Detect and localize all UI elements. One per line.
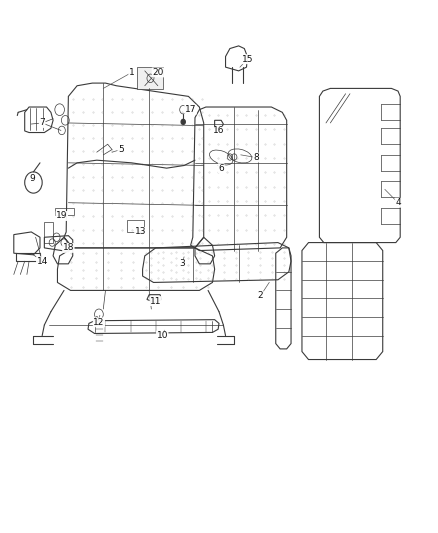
Text: 3: 3 [179, 260, 185, 268]
Bar [44, 222, 53, 243]
Text: 7: 7 [39, 118, 45, 127]
Text: 11: 11 [150, 296, 162, 305]
Text: 9: 9 [29, 174, 35, 183]
Text: 5: 5 [118, 145, 124, 154]
Text: 6: 6 [218, 164, 224, 173]
Text: 20: 20 [152, 68, 163, 77]
Text: 12: 12 [93, 318, 105, 327]
Text: 18: 18 [63, 244, 74, 253]
Text: 13: 13 [134, 228, 146, 237]
Text: 14: 14 [36, 257, 48, 265]
Circle shape [181, 119, 185, 125]
Text: 2: 2 [258, 291, 263, 300]
Text: 17: 17 [185, 105, 196, 114]
Bar [127, 220, 144, 232]
Bar [55, 208, 74, 215]
Text: 15: 15 [242, 55, 253, 63]
Text: 19: 19 [56, 212, 67, 221]
Text: 1: 1 [129, 68, 134, 77]
Text: 16: 16 [213, 126, 225, 135]
FancyBboxPatch shape [138, 67, 163, 90]
Text: 10: 10 [156, 331, 168, 340]
Text: 8: 8 [253, 153, 259, 162]
Text: 4: 4 [395, 198, 401, 207]
